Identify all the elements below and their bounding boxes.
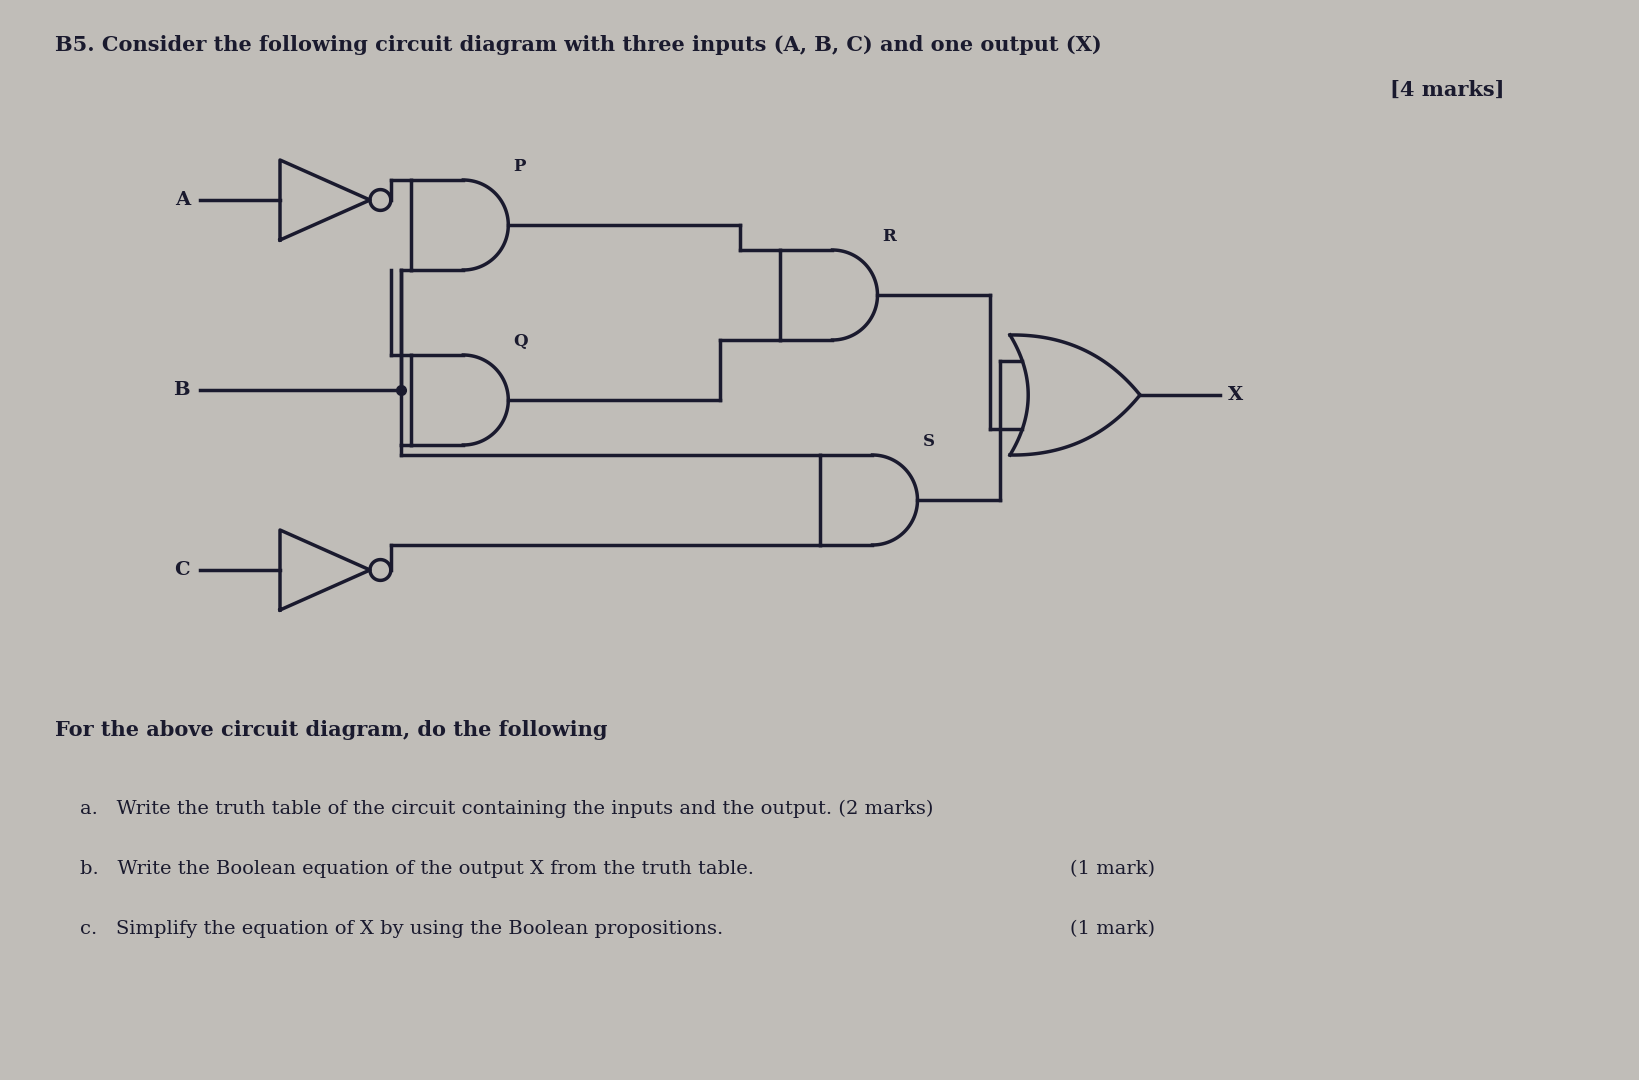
Text: X: X [1228,386,1242,404]
Text: B: B [174,381,190,399]
Text: (1 mark): (1 mark) [1069,860,1154,878]
Text: b.   Write the Boolean equation of the output X from the truth table.: b. Write the Boolean equation of the out… [80,860,754,878]
Text: S: S [921,433,934,450]
Text: P: P [513,158,526,175]
Text: c.   Simplify the equation of X by using the Boolean propositions.: c. Simplify the equation of X by using t… [80,920,723,939]
Text: For the above circuit diagram, do the following: For the above circuit diagram, do the fo… [56,720,606,740]
Text: (1 mark): (1 mark) [1069,920,1154,939]
Text: C: C [174,561,190,579]
Text: a.   Write the truth table of the circuit containing the inputs and the output. : a. Write the truth table of the circuit … [80,800,933,819]
Text: Q: Q [513,333,528,350]
Text: R: R [882,228,895,245]
Text: B5. Consider the following circuit diagram with three inputs (A, B, C) and one o: B5. Consider the following circuit diagr… [56,35,1101,55]
Text: [4 marks]: [4 marks] [1390,80,1503,100]
Text: A: A [175,191,190,210]
